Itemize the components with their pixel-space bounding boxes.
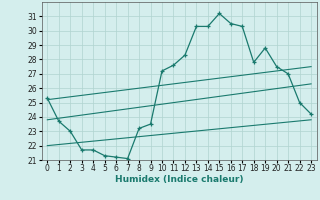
X-axis label: Humidex (Indice chaleur): Humidex (Indice chaleur) (115, 175, 244, 184)
